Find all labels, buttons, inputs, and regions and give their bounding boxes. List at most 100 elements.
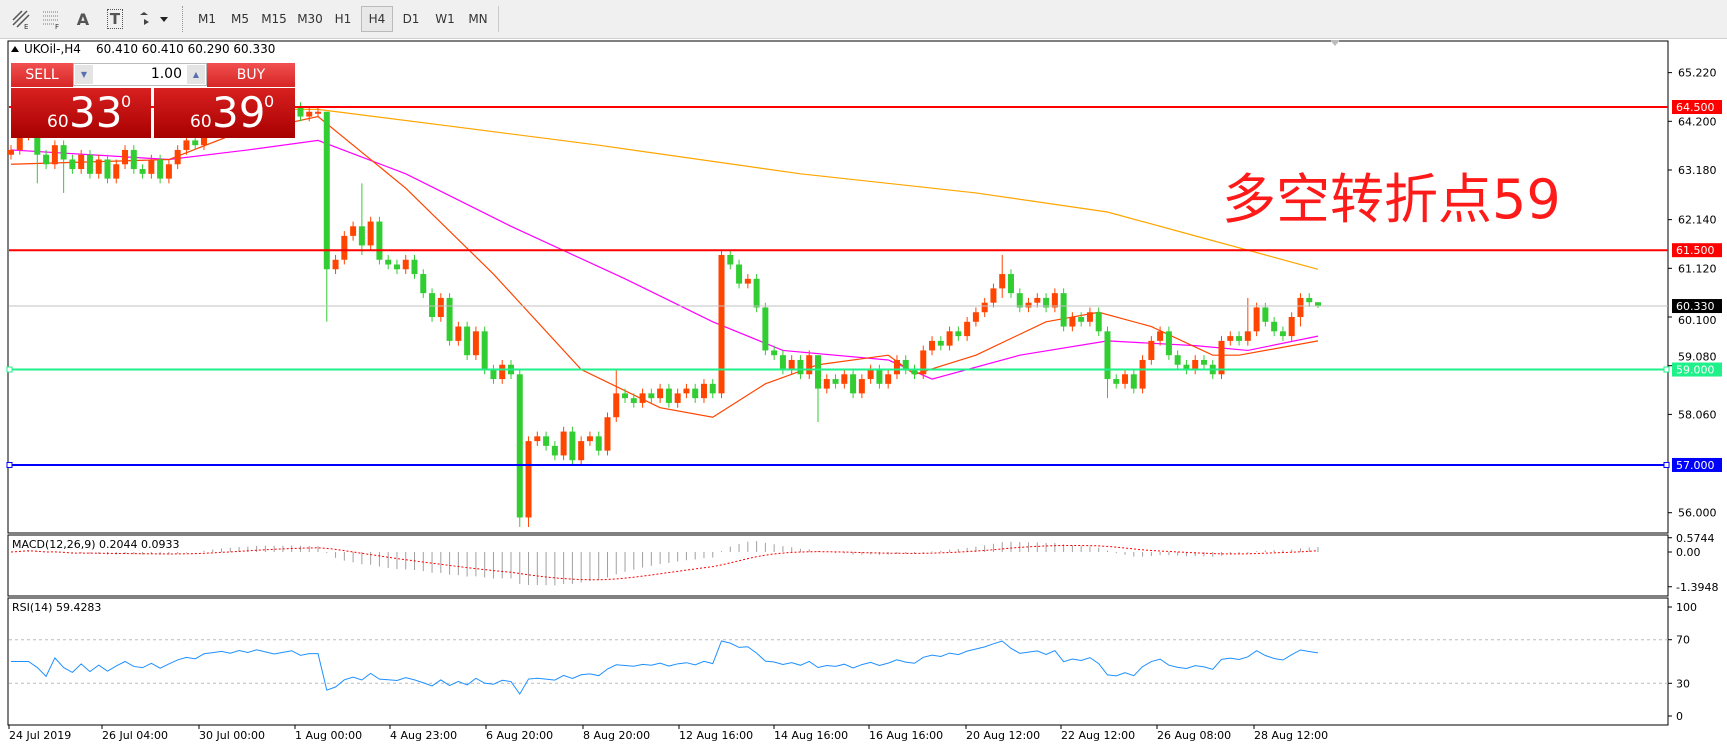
candle-body	[1007, 274, 1014, 294]
macd-tick-label: 0.5744	[1676, 532, 1715, 545]
time-tick-label: 28 Aug 12:00	[1254, 729, 1328, 742]
macd-title: MACD(12,26,9) 0.2044 0.0933	[12, 538, 180, 551]
candle-body	[525, 441, 532, 518]
candle-body	[639, 393, 646, 403]
text-label-icon[interactable]: A	[76, 9, 90, 29]
rsi-tick-label: 100	[1676, 601, 1697, 614]
candle-body	[192, 140, 199, 146]
candle-body	[1315, 302, 1321, 307]
line-handle-right	[1663, 461, 1670, 468]
candle-body	[876, 369, 883, 384]
candle-body	[86, 154, 93, 174]
candle-body	[78, 154, 85, 170]
svg-text:F: F	[55, 23, 59, 30]
time-tick-label: 14 Aug 16:00	[774, 729, 848, 742]
candle-body	[1113, 379, 1120, 384]
lot-size-input[interactable]	[94, 65, 182, 83]
timeframe-mn[interactable]: MN	[468, 12, 488, 26]
timeframe-m15[interactable]: M15	[261, 12, 287, 26]
sell-button[interactable]: SELL	[11, 63, 73, 87]
text-box-icon[interactable]: T	[102, 6, 128, 32]
fibonacci-expansion-icon[interactable]: E	[6, 6, 36, 32]
price-tick-label: 61.120	[1678, 262, 1717, 275]
timeframe-m1[interactable]: M1	[198, 12, 216, 26]
lot-increase-button[interactable]: ▲	[187, 65, 205, 84]
rsi-tick-label: 0	[1676, 710, 1683, 723]
candle-body	[16, 135, 23, 150]
candle-body	[1139, 359, 1146, 389]
time-tick-label: 1 Aug 00:00	[295, 729, 362, 742]
timeframe-h1[interactable]: H1	[334, 12, 352, 26]
main-chart-frame	[7, 40, 1669, 534]
candle-body	[499, 364, 506, 380]
candle-body	[34, 130, 41, 155]
candle-body	[358, 226, 365, 246]
candle-body	[1025, 302, 1032, 308]
candle-body	[139, 169, 146, 174]
sell-price-button[interactable]: 60 33 0	[11, 88, 151, 138]
toolbar-separator	[182, 6, 184, 32]
candle-body	[569, 431, 576, 461]
price-line-label-bg	[1672, 243, 1722, 258]
time-tick-label: 8 Aug 20:00	[583, 729, 650, 742]
timeframe-w1[interactable]: W1	[435, 12, 455, 26]
price-tick-label: 56.000	[1678, 507, 1717, 520]
collapse-arrow-icon[interactable]	[11, 46, 19, 52]
macd-tick-label: -1.3948	[1676, 581, 1718, 594]
fibonacci-fan-icon[interactable]: F	[36, 6, 66, 32]
arrows-dropdown-icon[interactable]	[134, 6, 174, 32]
buy-button[interactable]: BUY	[207, 63, 295, 87]
candle-body	[964, 321, 971, 337]
line-handle-left	[6, 461, 13, 468]
buy-price-main: 39	[212, 88, 266, 137]
candle-body	[1200, 359, 1207, 365]
candle-body	[779, 355, 786, 370]
candle-body	[402, 259, 409, 270]
candle-body	[1236, 336, 1243, 341]
time-tick-label: 6 Aug 20:00	[486, 729, 553, 742]
candle-body	[648, 393, 655, 399]
candle-body	[1227, 336, 1234, 341]
candle-body	[665, 388, 672, 403]
candle-body	[332, 259, 339, 270]
timeframe-h4[interactable]: H4	[361, 6, 393, 32]
candle-body	[1165, 331, 1172, 356]
candle-body	[411, 259, 418, 275]
timeframe-m30[interactable]: M30	[297, 12, 323, 26]
candle-body	[1148, 340, 1155, 360]
candle-body	[885, 374, 892, 384]
candle-body	[736, 264, 743, 284]
candle-body	[1306, 297, 1313, 303]
candle-body	[683, 388, 690, 394]
chart-shift-marker[interactable]	[1330, 40, 1340, 46]
candle-body	[183, 140, 190, 150]
time-tick-label: 26 Aug 08:00	[1157, 729, 1231, 742]
sell-price-main: 33	[69, 88, 123, 137]
candle-body	[981, 302, 988, 313]
candle-body	[51, 145, 58, 165]
candle-body	[578, 441, 585, 461]
candle-body	[911, 369, 918, 375]
timeframe-m5[interactable]: M5	[231, 12, 249, 26]
buy-price-button[interactable]: 60 39 0	[154, 88, 295, 138]
timeframe-d1[interactable]: D1	[402, 12, 420, 26]
chart-symbol: UKOil-,H4	[24, 42, 81, 56]
candle-body	[1183, 364, 1190, 370]
candle-body	[341, 235, 348, 260]
lot-decrease-button[interactable]: ▼	[75, 65, 93, 84]
candle-body	[630, 398, 637, 403]
candle-body	[60, 145, 67, 160]
rsi-title: RSI(14) 59.4283	[12, 601, 101, 614]
price-tick-label: 63.180	[1678, 164, 1717, 177]
sell-price-sup: 0	[121, 92, 132, 111]
candle-body	[867, 369, 874, 380]
candle-body	[613, 393, 620, 418]
candle-body	[157, 159, 164, 179]
toolbar-separator	[498, 6, 500, 32]
time-tick-label: 30 Jul 00:00	[199, 729, 265, 742]
line-handle-left	[6, 366, 13, 373]
candle-body	[920, 350, 927, 375]
candle-body	[1157, 331, 1164, 341]
candle-body	[437, 297, 444, 318]
